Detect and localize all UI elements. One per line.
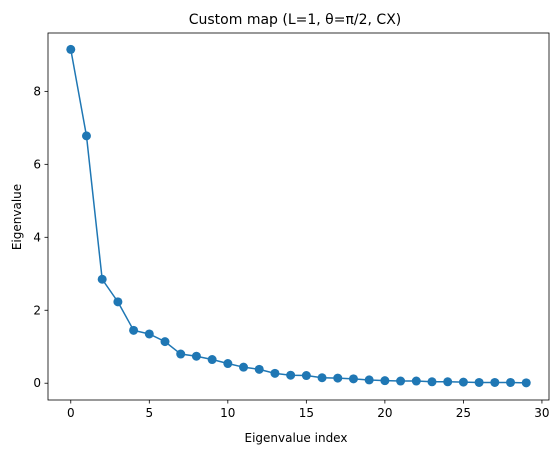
data-point <box>490 377 500 387</box>
data-point <box>411 376 421 386</box>
data-point <box>317 373 327 383</box>
y-tick-label: 6 <box>33 157 41 171</box>
y-axis-label: Eigenvalue <box>10 184 24 250</box>
data-point <box>97 274 107 284</box>
data-point <box>380 376 390 386</box>
data-point <box>207 355 217 365</box>
data-point <box>254 364 264 374</box>
data-point <box>191 351 201 361</box>
data-point <box>160 337 170 347</box>
chart-title: Custom map (L=1, θ=π/2, CX) <box>189 12 402 28</box>
data-point <box>270 368 280 378</box>
y-tick-label: 8 <box>33 84 41 98</box>
data-point <box>443 377 453 387</box>
data-point <box>286 370 296 380</box>
data-point <box>396 376 406 386</box>
x-tick-label: 10 <box>220 406 235 420</box>
data-point <box>364 375 374 385</box>
data-point <box>333 373 343 383</box>
data-point <box>301 371 311 381</box>
y-tick-label: 0 <box>33 376 41 390</box>
x-tick-label: 30 <box>534 406 549 420</box>
data-point <box>144 329 154 339</box>
data-point <box>81 131 91 141</box>
data-point <box>348 374 358 384</box>
plot-area: 0 5 10 15 20 25 30 0 2 4 6 8 <box>33 32 550 420</box>
x-axis-label: Eigenvalue index <box>245 431 348 445</box>
data-point <box>239 362 249 372</box>
data-point <box>176 349 186 359</box>
data-point <box>506 377 516 387</box>
x-tick-label: 20 <box>377 406 392 420</box>
x-tick-label: 5 <box>145 406 153 420</box>
data-point <box>129 325 139 335</box>
data-point <box>113 297 123 307</box>
data-point <box>66 44 76 54</box>
data-point <box>427 377 437 387</box>
y-tick-label: 4 <box>33 230 41 244</box>
data-point <box>521 378 531 388</box>
x-tick-label: 25 <box>456 406 471 420</box>
x-tick-label: 15 <box>299 406 314 420</box>
plot-frame <box>47 32 550 401</box>
data-point <box>458 377 468 387</box>
data-point <box>474 377 484 387</box>
y-tick-label: 2 <box>33 303 41 317</box>
x-tick-label: 0 <box>67 406 75 420</box>
data-point <box>223 359 233 369</box>
